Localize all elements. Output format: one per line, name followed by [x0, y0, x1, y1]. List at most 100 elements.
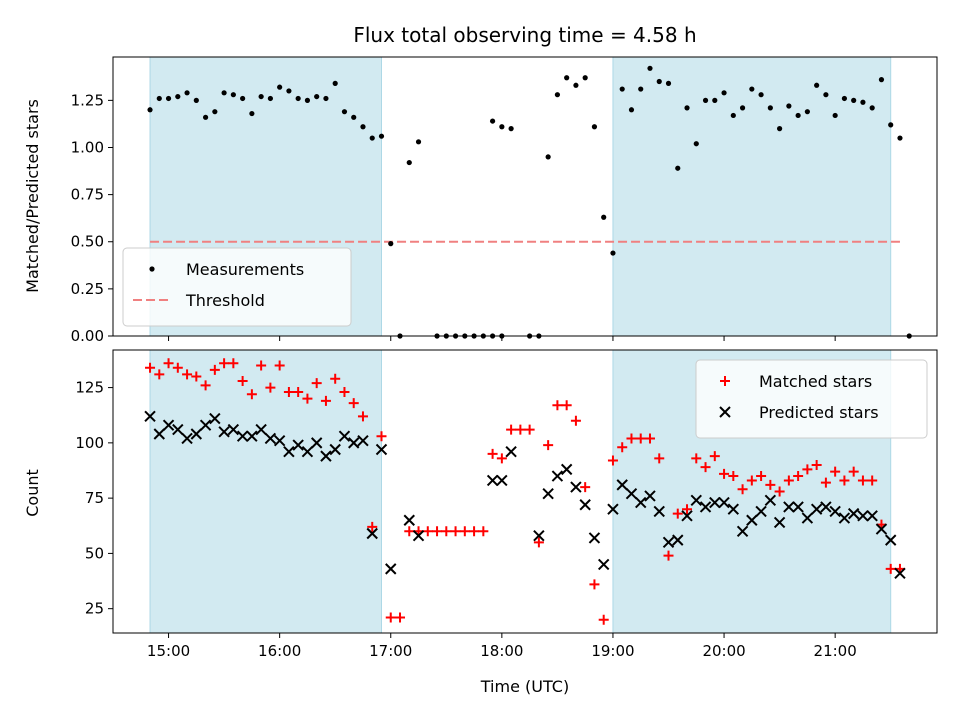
data-point [292, 439, 304, 451]
data-point [554, 92, 561, 98]
data-point [756, 471, 767, 482]
x-tick-label: 20:00 [702, 642, 745, 660]
data-point [601, 214, 607, 220]
data-point [626, 433, 637, 444]
data-point [610, 250, 616, 256]
data-point [323, 95, 329, 102]
data-point [597, 558, 610, 571]
y-tick-label: 0.00 [71, 327, 104, 345]
x-tick-label: 15:00 [147, 642, 190, 660]
data-point [709, 451, 720, 462]
data-point [304, 97, 311, 103]
data-point [385, 612, 396, 623]
data-point [265, 382, 276, 393]
data-point [496, 474, 508, 487]
data-point [311, 378, 322, 389]
data-point [273, 434, 286, 447]
data-point [375, 443, 388, 456]
panel-frame [112, 56, 938, 337]
data-point [786, 103, 792, 109]
legend-frame [122, 247, 352, 327]
data-point [848, 466, 859, 477]
data-point [839, 475, 850, 486]
data-point [894, 567, 906, 580]
data-point [681, 510, 693, 522]
data-point [653, 505, 665, 518]
data-point [153, 428, 165, 440]
data-point [570, 415, 581, 426]
data-point [543, 440, 554, 451]
data-point [246, 389, 257, 400]
data-point [330, 373, 341, 384]
data-point [156, 95, 162, 102]
data-point [764, 494, 777, 507]
data-point [422, 526, 433, 537]
data-point [385, 563, 397, 575]
data-point [820, 501, 832, 513]
data-point [255, 423, 267, 436]
data-point [332, 80, 338, 86]
y-tick-label: 75 [85, 489, 104, 507]
data-point [357, 434, 369, 447]
data-point [792, 501, 804, 513]
data-point [406, 159, 412, 166]
data-point [320, 395, 331, 406]
data-point [403, 514, 415, 526]
data-point [718, 496, 730, 509]
legend-label: Threshold [185, 291, 265, 310]
data-point [675, 165, 681, 171]
data-point [749, 86, 755, 92]
data-point [181, 432, 193, 445]
data-point [777, 126, 783, 132]
data-point [404, 526, 415, 537]
data-point [662, 536, 675, 549]
data-point [351, 114, 357, 120]
data-point [221, 90, 227, 96]
data-point [218, 426, 230, 438]
data-point [851, 97, 857, 103]
data-point [212, 109, 218, 115]
data-point [684, 105, 690, 111]
data-point [693, 141, 699, 147]
data-point [508, 126, 514, 132]
bottom-y-axis-label: Count [23, 469, 42, 517]
data-point [755, 505, 767, 518]
x-tick-label: 17:00 [369, 642, 412, 660]
data-point [730, 112, 736, 119]
data-point [378, 133, 385, 139]
data-point [202, 114, 209, 120]
data-point [542, 488, 554, 500]
y-tick-label: 125 [75, 379, 104, 397]
data-point [869, 105, 875, 111]
data-point [767, 105, 773, 111]
data-point [719, 468, 730, 479]
data-point [665, 80, 672, 86]
data-point [811, 459, 822, 470]
data-point [878, 77, 885, 83]
data-point [478, 526, 489, 537]
top-y-axis-label: Matched/Predicted stars [23, 99, 42, 293]
legend: Measurements Threshold [122, 247, 352, 327]
data-point [277, 84, 283, 90]
data-point [469, 526, 480, 537]
y-tick-label: 0.25 [71, 280, 104, 298]
data-point [885, 563, 896, 574]
data-point [366, 527, 378, 540]
data-point [524, 424, 535, 435]
data-point [267, 95, 273, 102]
data-point [256, 360, 267, 371]
data-point [144, 410, 156, 423]
data-point [699, 501, 712, 513]
data-point [412, 530, 425, 542]
data-point [283, 387, 294, 398]
data-point [184, 90, 190, 96]
data-point [774, 486, 785, 497]
data-point [561, 400, 572, 411]
data-point [163, 358, 174, 369]
data-point [348, 398, 359, 409]
data-point [591, 124, 598, 130]
panel-1: 15:00 16:00 17:00 18:00 19:00 20:00 21:00 25 50 7… [75, 349, 938, 660]
data-point [283, 445, 295, 458]
data-point [302, 393, 313, 404]
data-point [823, 92, 829, 98]
